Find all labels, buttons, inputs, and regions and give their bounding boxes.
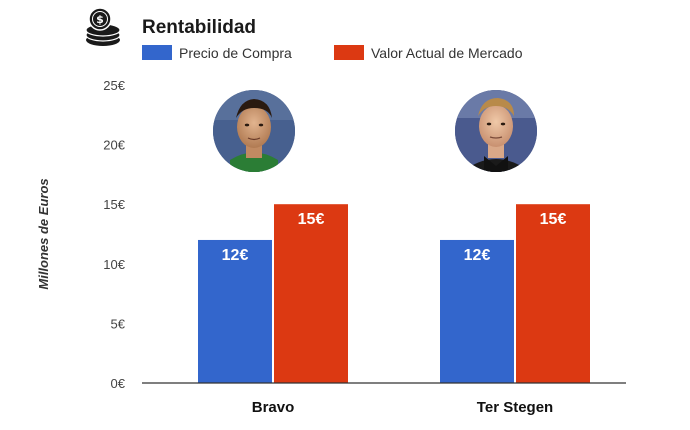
- bar-valor-1: [516, 204, 590, 383]
- money-coins-icon: $: [85, 7, 121, 46]
- x-category-label: Ter Stegen: [477, 399, 553, 416]
- y-tick-label: 0€: [111, 376, 126, 391]
- y-tick-label: 20€: [103, 138, 125, 153]
- y-tick-label: 10€: [103, 257, 125, 272]
- legend-label-precio: Precio de Compra: [179, 45, 292, 61]
- bars: 12€ 15€ 12€ 15€: [198, 204, 590, 383]
- bar-precio-0: [198, 239, 272, 383]
- chart-title: Rentabilidad: [142, 17, 256, 38]
- legend: Precio de Compra Valor Actual de Mercado: [142, 45, 523, 61]
- bar-value-label: 12€: [222, 247, 249, 264]
- y-tick-label: 5€: [111, 316, 126, 331]
- bar-value-label: 12€: [464, 247, 491, 264]
- bar-value-label: 15€: [298, 211, 325, 228]
- player-bravo-photo: [213, 90, 295, 172]
- legend-swatch-valor: [334, 45, 364, 60]
- legend-swatch-precio: [142, 45, 172, 60]
- x-axis-categories: Bravo Ter Stegen: [252, 399, 553, 416]
- legend-label-valor: Valor Actual de Mercado: [371, 45, 523, 61]
- player-ter-stegen-photo: [455, 90, 537, 172]
- bar-value-label: 15€: [540, 211, 567, 228]
- y-tick-label: 15€: [103, 197, 125, 212]
- bar-precio-1: [440, 239, 514, 383]
- x-category-label: Bravo: [252, 399, 295, 416]
- y-tick-label: 25€: [103, 78, 125, 93]
- svg-text:$: $: [96, 13, 104, 26]
- y-axis-title: Millones de Euros: [36, 178, 51, 289]
- bar-valor-0: [274, 204, 348, 383]
- y-axis-ticks: 0€ 5€ 10€ 15€ 20€ 25€: [103, 78, 125, 391]
